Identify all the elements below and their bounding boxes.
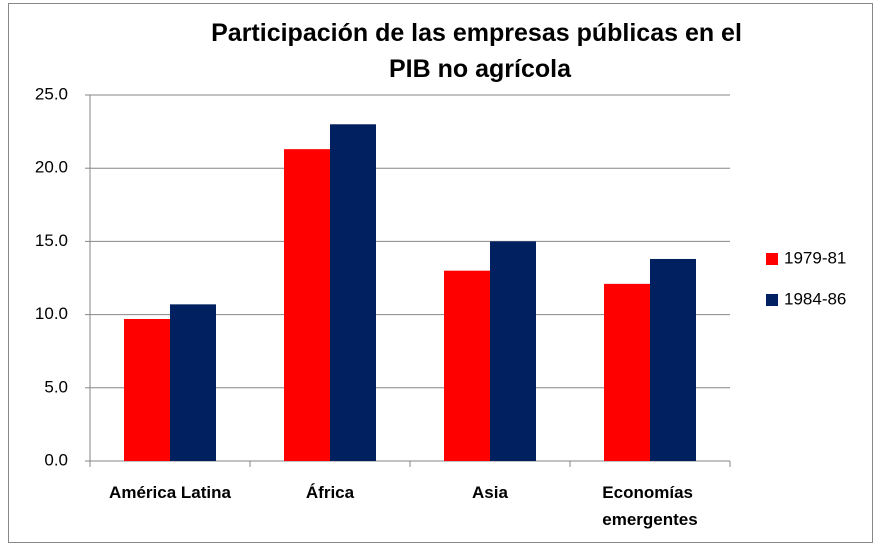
bar [170,304,216,461]
bar [490,241,536,461]
y-tick-label: 25.0 [35,84,68,103]
x-tick-label: Economías emergentes [602,483,697,529]
y-tick-label: 0.0 [44,450,68,469]
legend-label: 1979-81 [784,248,846,267]
bar [284,149,330,461]
legend-swatch [766,294,778,306]
bar [124,318,170,461]
y-tick-label: 5.0 [44,377,68,396]
y-tick-label: 15.0 [35,231,68,250]
bar [650,258,696,461]
chart-title: Participación de las empresas públicas e… [211,19,749,83]
bar [604,283,650,461]
bar [330,124,376,461]
chart-frame [8,3,873,543]
x-tick-label: África [306,483,355,502]
legend-label: 1984-86 [784,289,846,308]
y-tick-label: 10.0 [35,304,68,323]
legend-swatch [766,253,778,265]
x-tick-label: América Latina [109,483,231,502]
x-tick-label: Asia [472,483,508,502]
y-tick-label: 20.0 [35,158,68,177]
bar [444,270,490,461]
